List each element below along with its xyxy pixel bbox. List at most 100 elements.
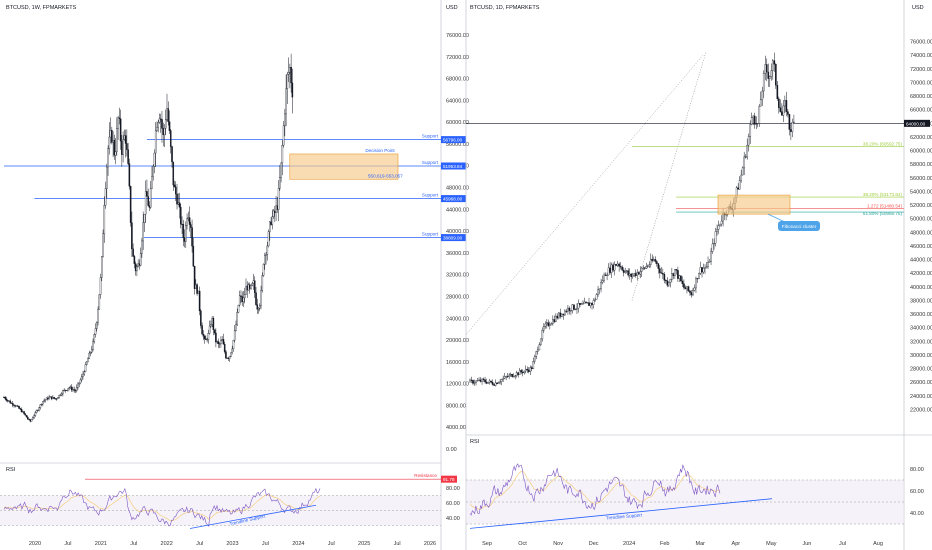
right-candle-body	[634, 273, 637, 276]
left-x-tick-5: Jul	[196, 541, 203, 547]
right-candle-body	[722, 213, 724, 222]
right-rsi-pane[interactable]: 80.00 60.00 40.00	[466, 463, 924, 529]
right-candle-body	[592, 300, 595, 305]
left-candle-body	[37, 409, 39, 411]
left-candle-body	[78, 382, 81, 385]
left-candle-body	[139, 253, 142, 266]
right-candle-body	[509, 374, 512, 376]
left-candle-body	[192, 245, 195, 267]
right-candle-body	[624, 271, 626, 273]
right-rsi-line	[469, 463, 721, 516]
right-candle-body	[669, 279, 672, 283]
right-candle-body	[542, 326, 545, 331]
left-candle-body	[137, 263, 139, 267]
support-price-tag-3: 38809.00	[443, 236, 463, 241]
right-y-tick-4: 68000.00	[910, 94, 932, 100]
right-candle-body	[683, 283, 685, 288]
left-candle-body	[127, 149, 129, 164]
right-candle-body	[776, 84, 779, 100]
right-candle-body	[695, 278, 697, 289]
left-rsi-pane[interactable]: 80.00 60.00 40.00 91.78	[0, 475, 460, 529]
left-candle-body	[238, 295, 241, 306]
right-candle-body	[604, 274, 607, 276]
left-candle-body	[157, 122, 159, 128]
right-rsi-tick-2: 40.00	[910, 511, 924, 517]
left-candles	[3, 53, 294, 423]
left-candle-body	[89, 352, 92, 354]
right-candle-body	[588, 302, 590, 306]
right-candle-body	[768, 76, 771, 79]
right-candle-body	[502, 378, 504, 380]
left-candle-body	[177, 202, 180, 205]
left-candle-body	[23, 411, 25, 414]
right-candle-body	[771, 60, 774, 71]
left-candle-body	[131, 222, 133, 250]
right-candle-body	[500, 379, 503, 382]
left-candle-body	[143, 213, 146, 223]
left-candle-body	[29, 419, 32, 422]
right-candle-body	[619, 266, 622, 268]
right-candle-body	[758, 105, 761, 124]
right-price-axis[interactable]: 76000.00 74000.00 72000.00 70000.00 68000.00…	[910, 40, 932, 414]
right-candle-body	[687, 286, 690, 292]
right-candle-body	[506, 376, 509, 378]
right-time-axis[interactable]: Sep Oct Nov Dec 2024 Feb Mar Apr May Jun Jul Aug	[482, 541, 883, 547]
left-candle-body	[15, 405, 18, 407]
left-candle-body	[24, 413, 27, 416]
left-candle-body	[136, 266, 138, 272]
right-candle-body	[749, 124, 752, 137]
right-candle-body	[671, 273, 673, 280]
left-candle-body	[255, 292, 257, 305]
fibonacci-callout: Fibonacci cluster	[767, 213, 820, 231]
left-candle-body	[63, 389, 65, 391]
left-support-levels: Support 56796.00 Support 51953.84 Support 459…	[4, 134, 466, 242]
left-y-tick-7: 48000.00	[446, 186, 469, 192]
right-candle-body	[642, 267, 645, 269]
left-candle-body	[215, 332, 217, 343]
right-y-tick-25: 26000.00	[910, 380, 932, 386]
left-time-axis[interactable]: 2020 Jul 2021 Jul 2022 Jul 2023 Jul 2024 Jul 2025 J…	[29, 541, 436, 547]
left-candle-body	[129, 186, 132, 223]
left-rsi-tick-1: 60.00	[446, 501, 460, 507]
right-y-tick-27: 22000.00	[910, 407, 932, 413]
left-y-tick-11: 32000.00	[446, 273, 469, 279]
right-y-tick-8: 60000.00	[910, 149, 932, 155]
left-candle-body	[167, 108, 170, 122]
right-candle-body	[541, 330, 544, 340]
right-candle-body	[488, 380, 491, 383]
left-candle-body	[8, 400, 10, 402]
left-candle-body	[144, 191, 147, 215]
right-candle-body	[496, 382, 498, 385]
left-candle-body	[83, 371, 86, 375]
left-candle-body	[98, 294, 101, 310]
left-candle-body	[193, 265, 196, 289]
right-candle-body	[684, 287, 687, 290]
left-candle-body	[116, 128, 118, 152]
right-y-tick-5: 66000.00	[910, 108, 932, 114]
left-candle-body	[55, 398, 58, 400]
left-rsi-trendline	[189, 504, 317, 529]
current-price-box	[904, 119, 930, 127]
right-candles	[469, 52, 795, 387]
left-candle-body	[237, 304, 240, 313]
left-candle-body	[109, 130, 112, 138]
left-candle-body	[248, 284, 251, 289]
right-candle-body	[686, 286, 688, 290]
left-candle-body	[62, 390, 64, 395]
right-candle-body	[561, 313, 563, 317]
right-candle-body	[713, 242, 715, 245]
right-x-tick-6: Mar	[696, 541, 706, 547]
right-candle-body	[570, 310, 572, 312]
left-candle-body	[133, 256, 136, 264]
left-price-axis[interactable]: 76000.00 72000.00 68000.00 64000.00 60000.00…	[446, 33, 469, 453]
right-candle-body	[649, 258, 652, 265]
right-candle-body	[756, 123, 759, 125]
right-x-tick-3: Dec	[589, 541, 599, 547]
right-candle-body	[627, 270, 630, 276]
left-candle-body	[247, 284, 250, 291]
left-candle-body	[90, 349, 93, 353]
left-candle-body	[257, 308, 260, 310]
left-candle-body	[12, 402, 14, 406]
left-candle-body	[142, 222, 144, 242]
left-candle-body	[232, 340, 235, 350]
